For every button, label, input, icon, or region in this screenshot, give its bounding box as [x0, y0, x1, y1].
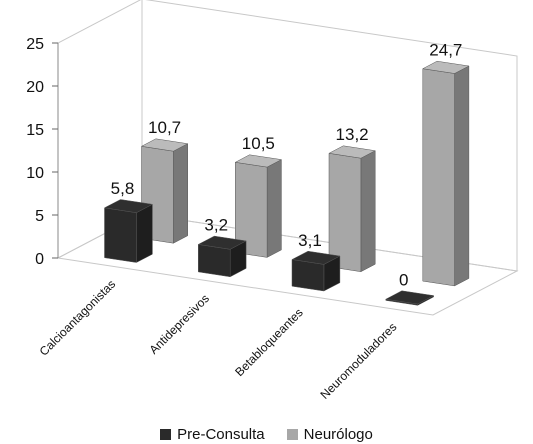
bar-top	[140, 138, 189, 152]
data-label-pre-consulta-betabloqueantes: 3,1	[298, 231, 322, 250]
legend-label-neurologo: Neurólogo	[303, 425, 373, 443]
legend-swatch-pre-consulta	[160, 428, 172, 440]
legend-item-pre-consulta: Pre-Consulta	[160, 426, 265, 443]
y-axis-ticks: 0 5 10 15 20 25	[26, 36, 58, 268]
bars	[103, 60, 470, 306]
legend-swatch-neurologo	[286, 428, 298, 440]
bar-front	[422, 68, 455, 287]
bar-side	[360, 150, 376, 273]
y-tick-label-0: 0	[35, 251, 44, 268]
category-label-betabloqueantes: Betabloqueantes	[232, 306, 306, 380]
bar-top	[422, 60, 470, 74]
category-label-neuromoduladores: Neuromoduladores	[317, 320, 399, 402]
bar-front	[104, 207, 137, 263]
data-label-pre-consulta-calcioantagonistas: 5,8	[111, 179, 135, 198]
legend: Pre-Consulta Neurólogo	[0, 424, 533, 444]
data-label-neurologo-calcioantagonistas: 10,7	[148, 118, 181, 137]
category-labels: Calcioantagonistas Antidepresivos Betabloq…	[37, 277, 400, 402]
bar-top	[103, 199, 154, 213]
data-label-neurologo-betabloqueantes: 13,2	[336, 125, 369, 144]
bar-pre-consulta-betabloqueantes	[291, 250, 341, 292]
bar-top	[291, 250, 341, 265]
bar-pre-consulta-antidepresivos	[197, 235, 247, 278]
bar-front	[291, 259, 325, 292]
bar-side	[266, 159, 282, 258]
bar-top	[234, 154, 283, 168]
bar-neurologo-antidepresivos	[234, 154, 283, 258]
bar-side	[173, 143, 188, 244]
y-tick-label-25: 25	[26, 36, 44, 53]
legend-label-pre-consulta: Pre-Consulta	[177, 425, 265, 443]
category-label-calcioantagonistas: Calcioantagonistas	[37, 277, 119, 359]
data-label-pre-consulta-antidepresivos: 3,2	[204, 216, 228, 235]
bar-neurologo-neuromoduladores	[422, 60, 470, 287]
data-label-neurologo-antidepresivos: 10,5	[242, 134, 275, 153]
bar-front	[198, 244, 231, 278]
bar-top	[197, 235, 247, 250]
y-tick-label-15: 15	[26, 122, 44, 139]
data-label-neurologo-neuromoduladores: 24,7	[429, 40, 462, 59]
bar-pre-consulta-calcioantagonistas	[103, 199, 154, 263]
category-label-antidepresivos: Antidepresivos	[146, 291, 212, 357]
legend-item-neurologo: Neurólogo	[286, 425, 373, 443]
bar-front	[328, 153, 362, 272]
bar-side	[136, 203, 153, 263]
y-tick-label-20: 20	[26, 79, 44, 96]
data-labels: 10,7 10,5 13,2 24,7 5,8 3,2 3,1 0	[111, 40, 463, 289]
data-label-pre-consulta-neuromoduladores: 0	[399, 270, 408, 289]
y-tick-label-5: 5	[35, 208, 44, 225]
bar-top	[328, 145, 376, 159]
bar-neurologo-betabloqueantes	[328, 145, 376, 273]
bar-top	[385, 290, 435, 305]
bar-pre-consulta-neuromoduladores	[385, 290, 435, 306]
bar-side	[454, 65, 470, 287]
y-tick-label-10: 10	[26, 165, 44, 182]
